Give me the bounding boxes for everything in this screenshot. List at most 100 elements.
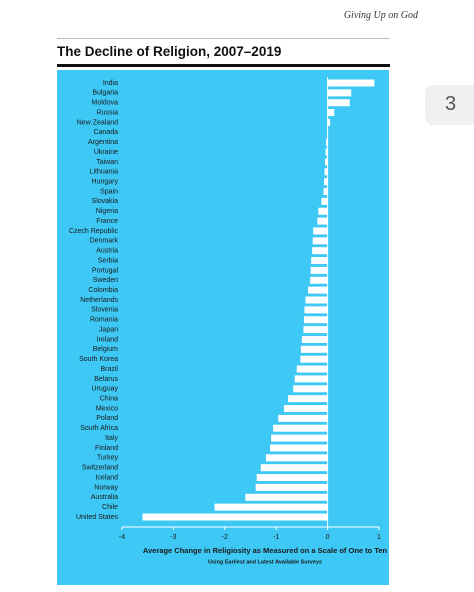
bar — [310, 276, 328, 284]
bar — [324, 168, 328, 176]
y-tick-label: Brazil — [100, 366, 118, 373]
bar — [283, 405, 328, 412]
bar — [327, 118, 331, 126]
y-tick-label: India — [103, 80, 118, 87]
bar — [265, 454, 328, 462]
bar — [270, 444, 328, 452]
x-tick-label: 0 — [326, 534, 330, 541]
y-tick-label: Australia — [91, 494, 118, 501]
bar — [324, 178, 328, 186]
bar — [278, 414, 328, 422]
bar — [260, 464, 328, 472]
y-tick-label: France — [96, 218, 118, 225]
y-tick-label: China — [100, 395, 118, 402]
y-tick-label: Czech Republic — [69, 228, 119, 235]
y-tick-label: Lithuania — [90, 169, 119, 176]
y-tick-label: Portugal — [92, 267, 119, 274]
y-tick-label: New Zealand — [77, 119, 118, 126]
y-tick-label: Uruguay — [92, 386, 119, 393]
bar — [273, 424, 328, 432]
bar — [301, 335, 328, 343]
bar — [327, 89, 352, 97]
y-tick-label: Norway — [94, 484, 118, 491]
y-tick-label: Moldova — [92, 100, 119, 107]
y-tick-label: Ukraine — [94, 149, 118, 156]
title-rule — [57, 64, 390, 67]
y-tick-label: South Korea — [79, 356, 118, 363]
bar — [303, 316, 328, 324]
bar — [142, 513, 328, 521]
chart-title: The Decline of Religion, 2007–2019 — [57, 44, 282, 59]
y-tick-label: Spain — [100, 188, 118, 195]
y-tick-label: Slovenia — [91, 307, 118, 314]
y-tick-label: Russia — [97, 109, 119, 116]
bar — [327, 99, 350, 107]
y-tick-label: Belarus — [94, 376, 118, 383]
bar — [288, 395, 328, 403]
bar — [312, 247, 328, 255]
y-tick-label: Slovakia — [92, 198, 119, 205]
x-tick-label: -2 — [222, 534, 228, 541]
x-tick-label: 1 — [377, 534, 381, 541]
bar — [293, 385, 328, 393]
bar — [304, 306, 328, 314]
bar — [303, 326, 328, 334]
bar — [325, 148, 328, 156]
bar — [321, 197, 328, 205]
y-tick-label: Ireland — [97, 336, 119, 343]
x-tick-label: -4 — [119, 534, 125, 541]
bar — [308, 286, 328, 294]
y-tick-label: Finland — [95, 445, 118, 452]
bar — [325, 158, 328, 166]
y-tick-label: Turkey — [97, 455, 119, 462]
y-tick-label: Belgium — [93, 346, 118, 353]
y-tick-label: Serbia — [98, 257, 118, 264]
y-tick-label: Nigeria — [96, 208, 118, 215]
y-tick-label: Canada — [93, 129, 118, 136]
y-tick-label: Hungary — [92, 178, 119, 185]
bar — [313, 227, 328, 235]
x-axis-title: Average Change in Religiosity as Measure… — [143, 546, 388, 555]
y-tick-label: Netherlands — [80, 297, 118, 304]
y-tick-label: South Africa — [80, 425, 118, 432]
bar — [305, 296, 328, 304]
bar — [310, 266, 328, 274]
y-tick-label: Japan — [99, 326, 118, 333]
page-number: 3 — [445, 93, 457, 115]
header-rule — [57, 38, 390, 39]
x-tick-label: -3 — [170, 534, 176, 541]
bar — [323, 188, 328, 195]
bar — [317, 217, 328, 225]
bar — [311, 257, 328, 265]
bar — [271, 434, 328, 442]
bar — [327, 109, 335, 117]
y-tick-label: Austria — [96, 248, 118, 255]
bar — [300, 345, 328, 353]
y-tick-label: Sweden — [93, 277, 118, 284]
chart-background — [57, 70, 389, 585]
y-tick-label: Argentina — [88, 139, 118, 146]
bar — [300, 355, 328, 363]
y-tick-label: Bulgaria — [92, 90, 118, 97]
bar — [294, 375, 328, 383]
y-tick-label: United States — [76, 514, 119, 521]
y-tick-label: Colombia — [88, 287, 118, 294]
bar — [318, 207, 328, 215]
bar — [312, 237, 328, 245]
bar — [255, 483, 328, 491]
y-tick-label: Switzerland — [82, 465, 118, 472]
y-tick-label: Poland — [96, 415, 118, 422]
bar — [245, 493, 328, 501]
x-tick-label: -1 — [273, 534, 279, 541]
bar — [256, 474, 328, 482]
y-tick-label: Mexico — [96, 405, 118, 412]
y-tick-label: Taiwan — [96, 159, 118, 166]
x-axis-subtitle: Using Earliest and Latest Available Surv… — [208, 559, 322, 565]
y-tick-label: Romania — [90, 317, 118, 324]
chart: Average Change in Religiosity as Measure… — [57, 70, 389, 585]
page-tab: 3 — [425, 85, 474, 125]
running-header: Giving Up on God — [343, 10, 418, 21]
bar — [326, 138, 328, 146]
y-tick-label: Iceland — [95, 474, 118, 481]
